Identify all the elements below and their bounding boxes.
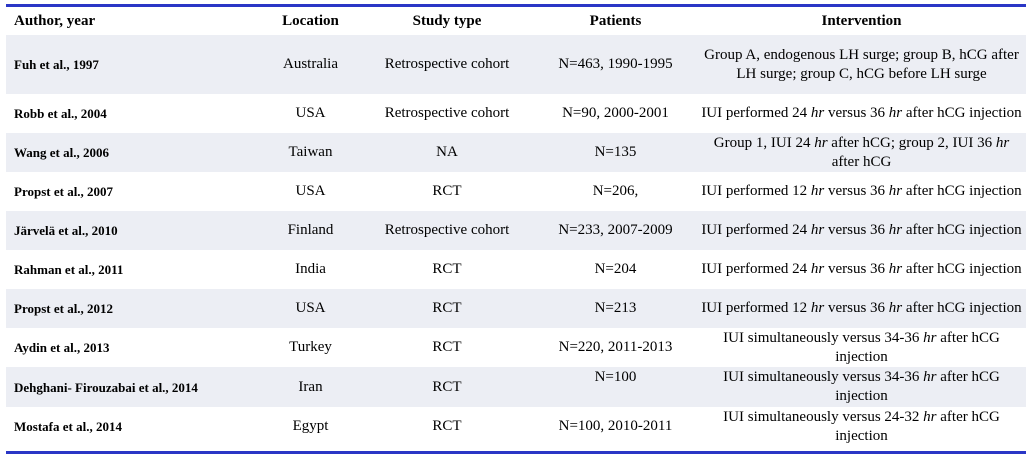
table-row: Järvelä et al., 2010 Finland Retrospecti… — [6, 211, 1026, 250]
cell-study-type: Retrospective cohort — [360, 35, 534, 94]
table-row: Rahman et al., 2011 India RCT N=204 IUI … — [6, 250, 1026, 289]
cell-patients: N=220, 2011-2013 — [534, 328, 697, 367]
header-intervention: Intervention — [697, 7, 1026, 35]
cell-location: Australia — [261, 35, 360, 94]
studies-table: Author, year Location Study type Patient… — [6, 7, 1026, 446]
cell-author: Propst et al., 2012 — [6, 289, 261, 328]
cell-patients: N=206, — [534, 172, 697, 211]
cell-patients: N=100, 2010-2011 — [534, 407, 697, 446]
cell-patients: N=233, 2007-2009 — [534, 211, 697, 250]
cell-author: Mostafa et al., 2014 — [6, 407, 261, 446]
header-location: Location — [261, 7, 360, 35]
cell-intervention: IUI simultaneously versus 24-32 hr after… — [697, 407, 1026, 446]
cell-author: Dehghani- Firouzabai et al., 2014 — [6, 367, 261, 407]
header-author: Author, year — [6, 7, 261, 35]
cell-patients: N=204 — [534, 250, 697, 289]
cell-study-type: RCT — [360, 407, 534, 446]
cell-patients: N=463, 1990-1995 — [534, 35, 697, 94]
cell-author: Rahman et al., 2011 — [6, 250, 261, 289]
cell-intervention: IUI simultaneously versus 34-36 hr after… — [697, 367, 1026, 407]
cell-study-type: RCT — [360, 328, 534, 367]
cell-location: Finland — [261, 211, 360, 250]
cell-location: Turkey — [261, 328, 360, 367]
cell-study-type: RCT — [360, 172, 534, 211]
cell-intervention: IUI performed 24 hr versus 36 hr after h… — [697, 211, 1026, 250]
cell-location: Iran — [261, 367, 360, 407]
cell-intervention: IUI performed 12 hr versus 36 hr after h… — [697, 289, 1026, 328]
cell-location: Egypt — [261, 407, 360, 446]
table-row: Propst et al., 2007 USA RCT N=206, IUI p… — [6, 172, 1026, 211]
table-row: Dehghani- Firouzabai et al., 2014 Iran R… — [6, 367, 1026, 407]
cell-author: Propst et al., 2007 — [6, 172, 261, 211]
cell-study-type: NA — [360, 133, 534, 172]
cell-patients: N=90, 2000-2001 — [534, 94, 697, 133]
cell-intervention: Group 1, IUI 24 hr after hCG; group 2, I… — [697, 133, 1026, 172]
cell-patients: N=213 — [534, 289, 697, 328]
cell-study-type: RCT — [360, 250, 534, 289]
cell-author: Aydin et al., 2013 — [6, 328, 261, 367]
cell-location: India — [261, 250, 360, 289]
cell-patients: N=100 — [534, 367, 697, 407]
table-row: Propst et al., 2012 USA RCT N=213 IUI pe… — [6, 289, 1026, 328]
table-row: Wang et al., 2006 Taiwan NA N=135 Group … — [6, 133, 1026, 172]
cell-intervention: IUI performed 24 hr versus 36 hr after h… — [697, 94, 1026, 133]
table-top-rule — [6, 4, 1026, 7]
cell-location: Taiwan — [261, 133, 360, 172]
table-row: Mostafa et al., 2014 Egypt RCT N=100, 20… — [6, 407, 1026, 446]
cell-intervention: IUI simultaneously versus 34-36 hr after… — [697, 328, 1026, 367]
header-study-type: Study type — [360, 7, 534, 35]
header-row: Author, year Location Study type Patient… — [6, 7, 1026, 35]
cell-study-type: Retrospective cohort — [360, 94, 534, 133]
cell-study-type: RCT — [360, 367, 534, 407]
cell-study-type: RCT — [360, 289, 534, 328]
cell-intervention: IUI performed 12 hr versus 36 hr after h… — [697, 172, 1026, 211]
cell-study-type: Retrospective cohort — [360, 211, 534, 250]
cell-intervention: Group A, endogenous LH surge; group B, h… — [697, 35, 1026, 94]
table-header: Author, year Location Study type Patient… — [6, 7, 1026, 35]
header-patients: Patients — [534, 7, 697, 35]
cell-intervention: IUI performed 24 hr versus 36 hr after h… — [697, 250, 1026, 289]
table-row: Fuh et al., 1997 Australia Retrospective… — [6, 35, 1026, 94]
cell-author: Fuh et al., 1997 — [6, 35, 261, 94]
table-row: Aydin et al., 2013 Turkey RCT N=220, 201… — [6, 328, 1026, 367]
cell-location: USA — [261, 94, 360, 133]
table-bottom-rule — [6, 451, 1026, 454]
cell-author: Robb et al., 2004 — [6, 94, 261, 133]
table-body: Fuh et al., 1997 Australia Retrospective… — [6, 35, 1026, 446]
cell-author: Wang et al., 2006 — [6, 133, 261, 172]
table-row: Robb et al., 2004 USA Retrospective coho… — [6, 94, 1026, 133]
cell-patients: N=135 — [534, 133, 697, 172]
cell-author: Järvelä et al., 2010 — [6, 211, 261, 250]
cell-location: USA — [261, 172, 360, 211]
cell-location: USA — [261, 289, 360, 328]
